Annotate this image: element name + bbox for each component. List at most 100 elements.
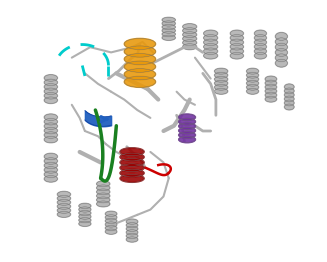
Ellipse shape xyxy=(215,80,228,86)
Ellipse shape xyxy=(179,132,196,138)
Ellipse shape xyxy=(162,17,175,23)
Ellipse shape xyxy=(126,237,138,242)
Ellipse shape xyxy=(44,79,58,86)
Ellipse shape xyxy=(57,203,71,209)
Ellipse shape xyxy=(247,68,259,74)
Ellipse shape xyxy=(215,72,228,78)
Ellipse shape xyxy=(284,96,294,102)
Ellipse shape xyxy=(179,118,196,125)
Ellipse shape xyxy=(44,162,58,169)
Ellipse shape xyxy=(96,189,110,195)
Ellipse shape xyxy=(254,39,267,46)
Ellipse shape xyxy=(179,127,196,134)
Ellipse shape xyxy=(179,136,196,143)
Ellipse shape xyxy=(162,21,175,26)
Ellipse shape xyxy=(265,84,277,90)
Ellipse shape xyxy=(44,176,58,182)
Ellipse shape xyxy=(124,38,156,50)
Ellipse shape xyxy=(183,44,197,50)
Ellipse shape xyxy=(183,36,197,42)
Ellipse shape xyxy=(96,197,110,203)
Ellipse shape xyxy=(204,43,218,50)
Ellipse shape xyxy=(79,221,91,226)
Ellipse shape xyxy=(57,199,71,205)
Ellipse shape xyxy=(183,32,197,38)
Ellipse shape xyxy=(265,92,277,98)
Ellipse shape xyxy=(44,123,58,129)
Ellipse shape xyxy=(179,123,196,129)
Ellipse shape xyxy=(44,88,58,95)
Ellipse shape xyxy=(215,76,228,82)
Ellipse shape xyxy=(120,159,144,166)
Ellipse shape xyxy=(79,214,91,219)
Ellipse shape xyxy=(57,211,71,217)
Ellipse shape xyxy=(265,80,277,86)
Ellipse shape xyxy=(44,75,58,81)
Ellipse shape xyxy=(162,31,175,37)
Ellipse shape xyxy=(57,195,71,201)
Ellipse shape xyxy=(44,84,58,90)
Ellipse shape xyxy=(183,24,197,30)
Ellipse shape xyxy=(275,32,287,40)
Ellipse shape xyxy=(247,72,259,78)
Ellipse shape xyxy=(124,53,156,65)
Ellipse shape xyxy=(120,169,144,177)
Ellipse shape xyxy=(126,226,138,231)
Ellipse shape xyxy=(284,84,294,90)
Ellipse shape xyxy=(254,48,267,54)
Ellipse shape xyxy=(254,52,267,59)
Ellipse shape xyxy=(44,118,58,125)
Ellipse shape xyxy=(284,92,294,98)
Ellipse shape xyxy=(105,215,117,220)
Ellipse shape xyxy=(265,76,277,82)
Ellipse shape xyxy=(126,230,138,235)
Ellipse shape xyxy=(120,148,144,156)
Ellipse shape xyxy=(254,30,267,37)
Ellipse shape xyxy=(204,48,218,54)
Ellipse shape xyxy=(79,210,91,216)
Ellipse shape xyxy=(44,97,58,103)
Ellipse shape xyxy=(230,30,244,37)
Ellipse shape xyxy=(126,219,138,224)
Ellipse shape xyxy=(124,46,156,57)
Ellipse shape xyxy=(275,59,287,67)
Ellipse shape xyxy=(204,52,218,59)
Ellipse shape xyxy=(204,35,218,41)
Ellipse shape xyxy=(265,96,277,102)
Ellipse shape xyxy=(162,35,175,40)
Ellipse shape xyxy=(44,153,58,160)
Ellipse shape xyxy=(215,88,228,94)
Ellipse shape xyxy=(215,84,228,90)
Ellipse shape xyxy=(105,225,117,231)
Ellipse shape xyxy=(96,201,110,207)
Ellipse shape xyxy=(275,54,287,62)
Ellipse shape xyxy=(124,69,156,80)
Ellipse shape xyxy=(275,38,287,46)
Ellipse shape xyxy=(126,233,138,238)
Ellipse shape xyxy=(105,229,117,234)
Ellipse shape xyxy=(79,217,91,223)
Ellipse shape xyxy=(44,171,58,178)
Ellipse shape xyxy=(105,211,117,216)
Ellipse shape xyxy=(215,68,228,74)
Ellipse shape xyxy=(162,28,175,33)
Ellipse shape xyxy=(120,153,144,161)
Ellipse shape xyxy=(44,114,58,121)
Ellipse shape xyxy=(44,158,58,164)
Ellipse shape xyxy=(284,104,294,110)
Ellipse shape xyxy=(204,39,218,46)
Ellipse shape xyxy=(254,35,267,41)
Ellipse shape xyxy=(44,132,58,138)
Ellipse shape xyxy=(124,76,156,88)
Ellipse shape xyxy=(230,48,244,54)
Ellipse shape xyxy=(247,88,259,94)
Ellipse shape xyxy=(230,43,244,50)
Ellipse shape xyxy=(179,114,196,121)
Ellipse shape xyxy=(105,218,117,223)
Ellipse shape xyxy=(96,181,110,187)
Ellipse shape xyxy=(120,174,144,182)
Ellipse shape xyxy=(124,61,156,72)
Ellipse shape xyxy=(79,207,91,212)
Ellipse shape xyxy=(183,40,197,46)
Ellipse shape xyxy=(230,39,244,46)
